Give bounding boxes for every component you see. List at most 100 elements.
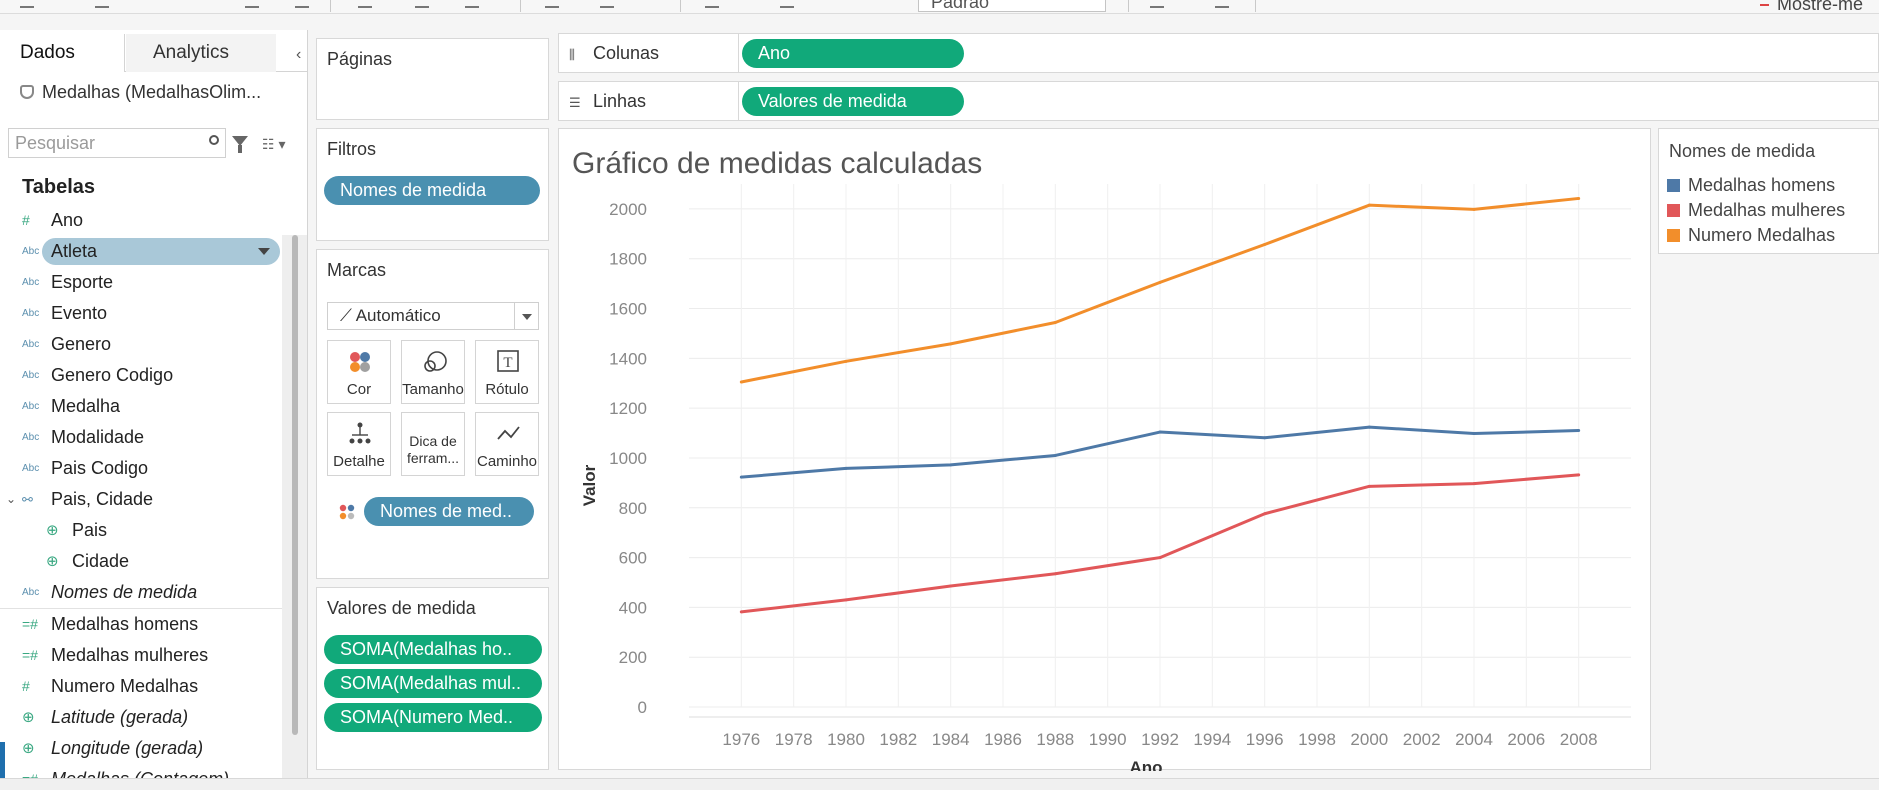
rows-shelf[interactable]: ☰ Linhas Valores de medida bbox=[558, 81, 1879, 121]
data-point bbox=[949, 584, 953, 588]
swap-icon[interactable] bbox=[545, 0, 559, 8]
calculated-number-icon: =# bbox=[22, 647, 38, 663]
expand-caret-icon[interactable]: ⌄ bbox=[6, 492, 17, 506]
toolbar-icon[interactable] bbox=[95, 0, 109, 8]
filters-card[interactable]: Filtros Nomes de medida bbox=[316, 128, 549, 241]
field-numero-medalhas[interactable]: # Numero Medalhas bbox=[0, 671, 282, 702]
mark-type-dropdown[interactable]: ⟋ Automático bbox=[327, 302, 539, 330]
field-medalhas-mulheres[interactable]: =# Medalhas mulheres bbox=[0, 640, 282, 671]
measure-pill[interactable]: SOMA(Medalhas ho.. bbox=[324, 635, 542, 664]
rows-label-area: ☰ Linhas bbox=[559, 82, 739, 120]
columns-label: Colunas bbox=[593, 43, 660, 63]
tab-analytics[interactable]: Analytics bbox=[126, 34, 276, 72]
x-tick-label: 2000 bbox=[1350, 730, 1388, 749]
label-label: Rótulo bbox=[485, 381, 529, 398]
status-bar bbox=[0, 778, 1879, 790]
viz-area[interactable]: Gráfico de medidas calculadas 0 200 400 600… bbox=[558, 128, 1652, 771]
toolbar-separator bbox=[330, 0, 331, 12]
selection-highlight bbox=[42, 238, 280, 265]
data-source-label: Medalhas (MedalhasOlim... bbox=[42, 82, 262, 102]
field-ano[interactable]: # Ano bbox=[0, 205, 282, 236]
columns-pill[interactable]: Ano bbox=[742, 39, 964, 68]
measure-pill[interactable]: SOMA(Medalhas mul.. bbox=[324, 669, 542, 698]
columns-shelf[interactable]: ⫼ Colunas Ano bbox=[558, 33, 1879, 73]
field-medalha[interactable]: Abc Medalha bbox=[0, 391, 282, 422]
duplicate-icon[interactable] bbox=[415, 0, 429, 8]
field-pais-cidade[interactable]: ⌄ ⚯ Pais, Cidade bbox=[0, 484, 282, 515]
data-point bbox=[1472, 432, 1476, 436]
legend-item[interactable]: Medalhas homens bbox=[1667, 175, 1835, 196]
field-dropdown-icon[interactable] bbox=[258, 248, 270, 255]
y-tick-label: 1400 bbox=[609, 349, 647, 368]
new-data-source-icon[interactable] bbox=[295, 0, 309, 8]
field-genero[interactable]: Abc Genero bbox=[0, 329, 282, 360]
x-tick-label: 1976 bbox=[722, 730, 760, 749]
new-sheet-icon[interactable] bbox=[358, 0, 372, 8]
undo-icon[interactable] bbox=[20, 0, 34, 8]
field-esporte[interactable]: Abc Esporte bbox=[0, 267, 282, 298]
view-options-icon[interactable]: ☷ ▾ bbox=[262, 136, 286, 152]
field-label: Atleta bbox=[51, 241, 98, 261]
mark-type-label: Automático bbox=[355, 306, 441, 325]
field-cidade[interactable]: ⊕ Cidade bbox=[0, 546, 282, 577]
data-point bbox=[949, 342, 953, 346]
legend-item[interactable]: Numero Medalhas bbox=[1667, 225, 1835, 246]
collapse-pane-icon[interactable]: ‹ bbox=[296, 46, 302, 63]
filter-pill[interactable]: Nomes de medida bbox=[324, 176, 540, 205]
detail-button[interactable]: Detalhe bbox=[327, 412, 391, 476]
string-type-icon: Abc bbox=[22, 246, 40, 257]
data-point bbox=[1158, 280, 1162, 284]
chevron-down-icon[interactable] bbox=[514, 303, 538, 329]
line-chart[interactable]: 0 200 400 600 800 1000 1200 1400 1600 1800 2000 197… bbox=[559, 129, 1652, 771]
text-label-icon: T bbox=[497, 350, 519, 372]
field-pais-codigo[interactable]: Abc Pais Codigo bbox=[0, 453, 282, 484]
field-medalhas-homens[interactable]: =# Medalhas homens bbox=[0, 609, 282, 640]
presentation-icon[interactable] bbox=[1150, 0, 1164, 8]
field-label: Cidade bbox=[72, 551, 130, 571]
field-label: Esporte bbox=[51, 272, 114, 292]
save-icon[interactable] bbox=[245, 0, 259, 8]
color-button[interactable]: Cor bbox=[327, 340, 391, 404]
data-point bbox=[739, 610, 743, 614]
x-tick-label: 2008 bbox=[1560, 730, 1598, 749]
y-tick-label: 800 bbox=[619, 499, 647, 518]
measure-pill[interactable]: SOMA(Numero Med.. bbox=[324, 703, 542, 732]
x-tick-label: 1994 bbox=[1193, 730, 1231, 749]
color-legend[interactable]: Nomes de medida Medalhas homens Medalhas… bbox=[1658, 128, 1879, 254]
field-nomes-de-medida[interactable]: Abc Nomes de medida bbox=[0, 577, 282, 608]
size-button[interactable]: Tamanho bbox=[401, 340, 465, 404]
field-pais[interactable]: ⊕ Pais bbox=[0, 515, 282, 546]
search-input[interactable] bbox=[15, 131, 195, 155]
highlight-icon[interactable] bbox=[705, 0, 719, 8]
field-label: Genero bbox=[51, 334, 112, 354]
fit-combo[interactable]: Padrão bbox=[918, 0, 1106, 12]
field-longitude-gerada[interactable]: ⊕ Longitude (gerada) bbox=[0, 733, 282, 764]
color-pill[interactable]: Nomes de med.. bbox=[364, 497, 534, 526]
tooltip-button[interactable]: Dica de ferram... bbox=[401, 412, 465, 476]
search-icon[interactable] bbox=[209, 135, 219, 145]
sort-icon[interactable] bbox=[600, 0, 614, 8]
scrollbar[interactable] bbox=[292, 235, 298, 735]
label-button[interactable]: T Rótulo bbox=[475, 340, 539, 404]
field-evento[interactable]: Abc Evento bbox=[0, 298, 282, 329]
field-genero-codigo[interactable]: Abc Genero Codigo bbox=[0, 360, 282, 391]
legend-item[interactable]: Medalhas mulheres bbox=[1667, 200, 1845, 221]
marks-title: Marcas bbox=[327, 260, 387, 280]
clear-icon[interactable] bbox=[465, 0, 479, 8]
tab-dados[interactable]: Dados bbox=[8, 34, 125, 72]
data-source[interactable]: Medalhas (MedalhasOlim... bbox=[20, 82, 261, 103]
group-icon[interactable] bbox=[780, 0, 794, 8]
field-latitude-gerada[interactable]: ⊕ Latitude (gerada) bbox=[0, 702, 282, 733]
share-icon[interactable] bbox=[1215, 0, 1229, 8]
field-modalidade[interactable]: Abc Modalidade bbox=[0, 422, 282, 453]
show-me-button[interactable]: Mostre-me bbox=[1760, 0, 1863, 13]
filter-icon[interactable] bbox=[232, 136, 248, 153]
path-button[interactable]: Caminho bbox=[475, 412, 539, 476]
data-point bbox=[844, 466, 848, 470]
pages-card[interactable]: Páginas bbox=[316, 38, 549, 120]
data-point bbox=[1472, 207, 1476, 211]
rows-pill[interactable]: Valores de medida bbox=[742, 87, 964, 116]
field-atleta[interactable]: Abc Atleta bbox=[0, 236, 282, 267]
columns-label-area: ⫼ Colunas bbox=[559, 34, 739, 72]
